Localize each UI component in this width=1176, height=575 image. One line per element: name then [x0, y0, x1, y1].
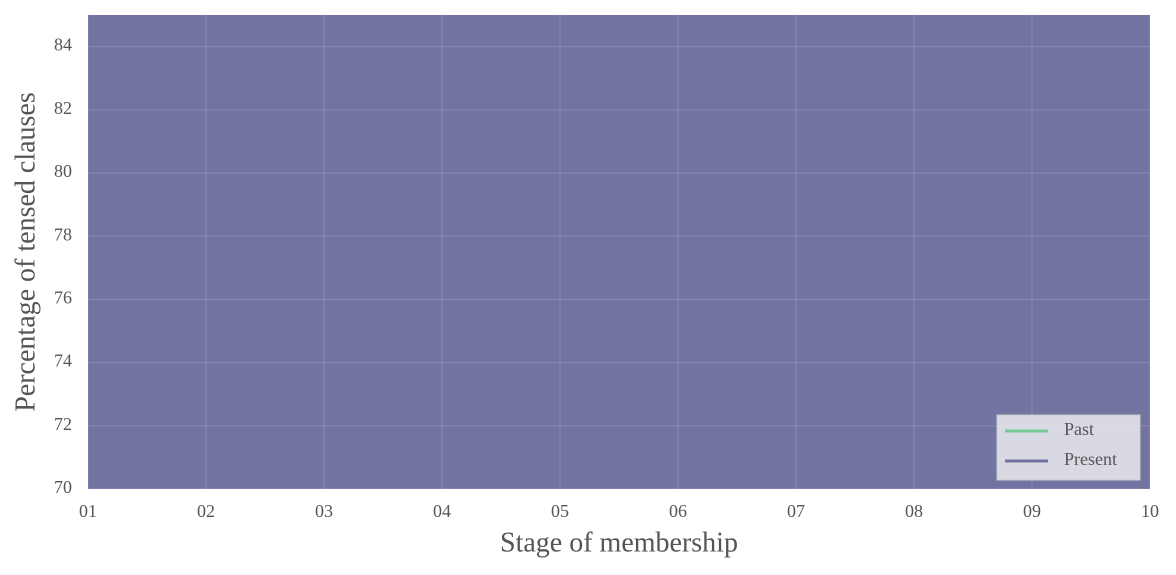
x-tick-label: 10: [1141, 501, 1159, 521]
legend-label: Past: [1064, 419, 1094, 439]
y-tick-label: 76: [54, 288, 72, 308]
x-tick-label: 02: [197, 501, 215, 521]
y-tick-label: 78: [54, 224, 72, 244]
x-tick-label: 07: [787, 501, 805, 521]
x-tick-label: 05: [551, 501, 569, 521]
x-tick-label: 08: [905, 501, 923, 521]
y-axis-title: Percentage of tensed clauses: [10, 92, 41, 412]
y-tick-label: 74: [54, 351, 72, 371]
y-tick-label: 72: [54, 414, 72, 434]
x-axis-title: Stage of membership: [500, 527, 738, 558]
grid: [87, 15, 1151, 490]
y-tick-label: 82: [54, 98, 72, 118]
legend-label: Present: [1064, 449, 1117, 469]
x-tick-label: 06: [669, 501, 687, 521]
y-tick-label: 70: [54, 477, 72, 497]
legend: Past Present: [996, 414, 1141, 481]
legend-box: [996, 414, 1141, 481]
x-tick-label: 03: [315, 501, 333, 521]
y-tick-label: 80: [54, 161, 72, 181]
plot-area: [88, 15, 1150, 489]
y-tick-label: 84: [54, 35, 72, 55]
x-tick-label: 09: [1023, 501, 1041, 521]
x-tick-label: 01: [79, 501, 97, 521]
area: [88, 15, 1150, 489]
x-tick-label: 04: [433, 501, 451, 521]
